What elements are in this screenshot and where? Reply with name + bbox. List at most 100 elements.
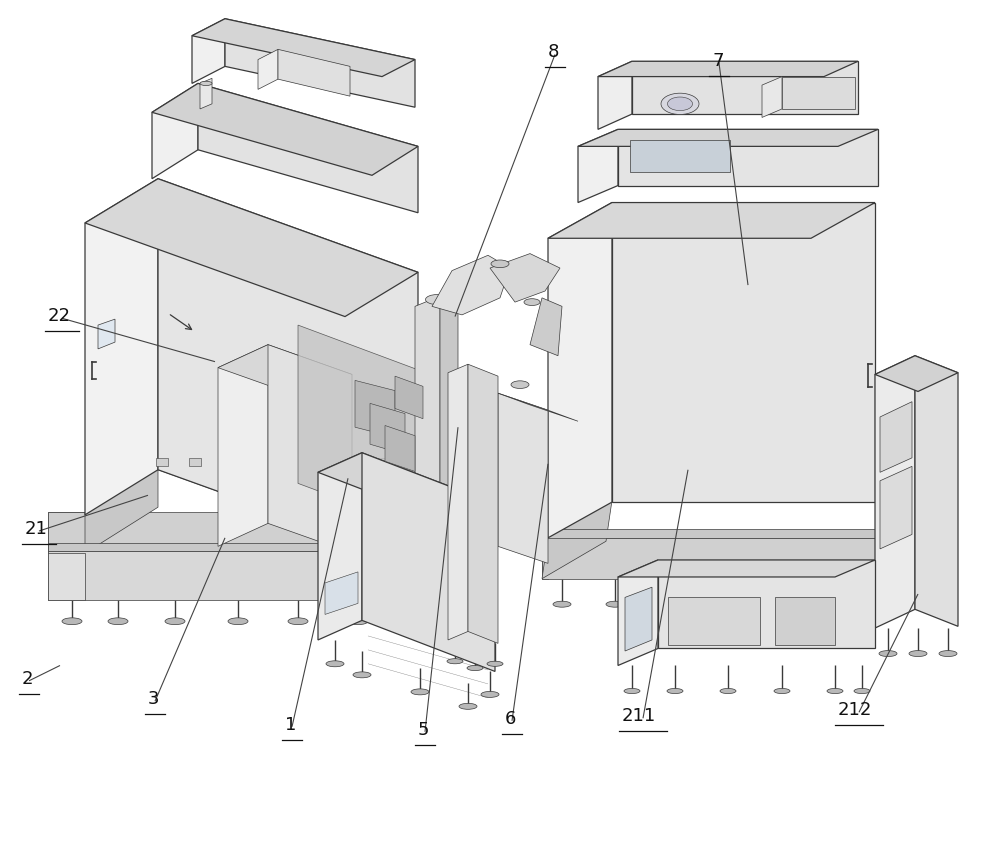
Polygon shape	[402, 458, 414, 466]
Polygon shape	[158, 179, 418, 563]
Ellipse shape	[487, 661, 503, 666]
Polygon shape	[625, 587, 652, 651]
Ellipse shape	[108, 618, 128, 625]
Ellipse shape	[663, 601, 681, 608]
Polygon shape	[85, 179, 418, 317]
Ellipse shape	[661, 93, 699, 115]
Polygon shape	[362, 453, 495, 671]
Ellipse shape	[459, 703, 477, 710]
Polygon shape	[548, 203, 612, 538]
Text: 1: 1	[285, 716, 296, 734]
Polygon shape	[490, 254, 560, 302]
Text: 3: 3	[148, 690, 160, 708]
Ellipse shape	[879, 650, 897, 657]
Ellipse shape	[228, 618, 248, 625]
Polygon shape	[598, 61, 858, 77]
Polygon shape	[542, 500, 612, 579]
Polygon shape	[156, 458, 168, 466]
Polygon shape	[318, 453, 362, 640]
Polygon shape	[548, 203, 875, 238]
Polygon shape	[408, 477, 465, 504]
Ellipse shape	[200, 82, 212, 86]
Polygon shape	[192, 19, 415, 77]
Ellipse shape	[524, 299, 540, 306]
Polygon shape	[189, 458, 201, 466]
Ellipse shape	[426, 294, 450, 305]
Polygon shape	[915, 356, 958, 626]
Polygon shape	[48, 551, 418, 600]
Polygon shape	[355, 380, 395, 437]
Ellipse shape	[859, 601, 877, 608]
Ellipse shape	[909, 650, 927, 657]
Polygon shape	[448, 364, 468, 640]
Polygon shape	[158, 458, 418, 563]
Polygon shape	[218, 345, 352, 397]
Ellipse shape	[720, 688, 736, 694]
Ellipse shape	[481, 691, 499, 698]
Polygon shape	[530, 298, 562, 356]
Polygon shape	[612, 203, 875, 502]
Polygon shape	[498, 393, 548, 563]
Polygon shape	[98, 319, 115, 349]
Ellipse shape	[62, 618, 82, 625]
Polygon shape	[632, 61, 858, 114]
Polygon shape	[318, 453, 495, 523]
Polygon shape	[618, 129, 878, 186]
Polygon shape	[370, 403, 405, 454]
Ellipse shape	[774, 688, 790, 694]
Polygon shape	[498, 393, 578, 421]
Ellipse shape	[606, 601, 624, 608]
Polygon shape	[225, 19, 415, 107]
Polygon shape	[334, 458, 346, 466]
Ellipse shape	[491, 260, 509, 268]
Polygon shape	[385, 426, 415, 471]
Polygon shape	[152, 83, 418, 175]
Ellipse shape	[511, 381, 529, 388]
Polygon shape	[618, 560, 658, 665]
Ellipse shape	[326, 660, 344, 667]
Polygon shape	[395, 376, 423, 419]
Text: 8: 8	[548, 43, 559, 61]
Text: 7: 7	[712, 52, 724, 70]
Polygon shape	[782, 77, 855, 109]
Ellipse shape	[776, 601, 794, 608]
Polygon shape	[598, 61, 632, 129]
Polygon shape	[578, 129, 878, 146]
Polygon shape	[278, 49, 350, 96]
Polygon shape	[548, 529, 875, 538]
Polygon shape	[578, 129, 618, 203]
Polygon shape	[298, 325, 435, 534]
Text: 6: 6	[505, 710, 516, 728]
Polygon shape	[198, 83, 418, 213]
Polygon shape	[630, 140, 730, 172]
Polygon shape	[325, 572, 358, 614]
Ellipse shape	[833, 601, 851, 608]
Polygon shape	[258, 49, 278, 89]
Ellipse shape	[668, 97, 692, 111]
Polygon shape	[440, 296, 458, 494]
Polygon shape	[48, 553, 85, 600]
Ellipse shape	[667, 688, 683, 694]
Text: 2: 2	[22, 670, 34, 688]
Polygon shape	[48, 512, 85, 553]
Polygon shape	[408, 477, 448, 534]
Polygon shape	[875, 356, 915, 628]
Polygon shape	[880, 466, 912, 549]
Polygon shape	[234, 458, 246, 466]
Polygon shape	[432, 255, 510, 315]
Polygon shape	[192, 19, 225, 83]
Polygon shape	[374, 458, 386, 466]
Polygon shape	[200, 78, 212, 109]
Polygon shape	[85, 466, 158, 553]
Text: 21: 21	[25, 520, 48, 538]
Ellipse shape	[348, 618, 368, 625]
Polygon shape	[284, 458, 296, 466]
Ellipse shape	[467, 665, 483, 671]
Text: 5: 5	[418, 721, 430, 739]
Ellipse shape	[854, 688, 870, 694]
Polygon shape	[85, 179, 158, 515]
Ellipse shape	[939, 650, 957, 657]
Polygon shape	[880, 402, 912, 472]
Polygon shape	[658, 560, 875, 648]
Ellipse shape	[553, 601, 571, 608]
